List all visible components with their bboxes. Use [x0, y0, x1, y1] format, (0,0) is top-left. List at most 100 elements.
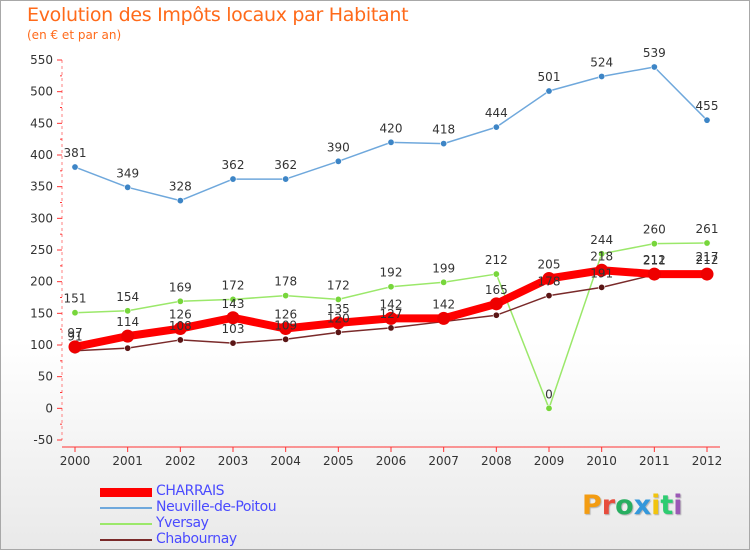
- data-point-chabournay: [282, 335, 290, 343]
- y-tick-label: 0: [45, 401, 53, 415]
- data-point-neuville-de-poitou: [545, 87, 553, 95]
- x-tick-label: 2001: [112, 454, 143, 468]
- data-label-charrais: 135: [327, 302, 350, 316]
- data-point-chabournay: [229, 339, 237, 347]
- data-label-neuville-de-poitou: 362: [222, 158, 245, 172]
- data-point-charrais: [173, 322, 187, 336]
- data-point-charrais: [489, 297, 503, 311]
- y-tick-label: 400: [30, 148, 53, 162]
- data-point-chabournay: [334, 328, 342, 336]
- legend-label: CHARRAIS: [156, 483, 225, 499]
- data-point-yversay: [176, 297, 184, 305]
- y-tick-label: 150: [30, 306, 53, 320]
- data-point-chabournay: [124, 344, 132, 352]
- x-tick-label: 2006: [376, 454, 407, 468]
- data-point-neuville-de-poitou: [387, 138, 395, 146]
- y-tick-label: 500: [30, 85, 53, 99]
- data-point-chabournay: [176, 336, 184, 344]
- data-point-charrais: [595, 263, 609, 277]
- data-label-charrais: 126: [274, 308, 297, 322]
- data-point-neuville-de-poitou: [492, 123, 500, 131]
- data-point-neuville-de-poitou: [282, 175, 290, 183]
- data-point-chabournay: [545, 292, 553, 300]
- logo-letter: o: [615, 490, 634, 521]
- data-label-yversay: 261: [696, 222, 719, 236]
- data-label-neuville-de-poitou: 444: [485, 106, 508, 120]
- data-label-neuville-de-poitou: 390: [327, 140, 350, 154]
- data-label-charrais: 212: [643, 253, 666, 267]
- data-point-yversay: [71, 309, 79, 317]
- data-label-yversay: 169: [169, 280, 192, 294]
- data-label-charrais: 205: [538, 258, 561, 272]
- data-point-yversay: [703, 239, 711, 247]
- y-tick-label: 250: [30, 243, 53, 257]
- data-label-yversay: 0: [545, 387, 553, 401]
- legend-label: Chabournay: [156, 531, 237, 547]
- logo-letter: P: [582, 490, 602, 521]
- data-point-neuville-de-poitou: [334, 157, 342, 165]
- data-point-yversay: [334, 295, 342, 303]
- legend-swatch: [100, 523, 152, 525]
- data-point-charrais: [437, 311, 451, 325]
- data-label-neuville-de-poitou: 455: [696, 99, 719, 113]
- data-label-charrais: 126: [169, 308, 192, 322]
- legend-swatch: [100, 539, 152, 541]
- data-point-neuville-de-poitou: [124, 183, 132, 191]
- x-tick-label: 2002: [165, 454, 196, 468]
- data-label-chabournay: 91: [67, 330, 82, 344]
- chart-subtitle: (en € et par an): [27, 28, 122, 42]
- data-point-yversay: [282, 292, 290, 300]
- x-tick-label: 2007: [428, 454, 459, 468]
- x-tick-label: 2008: [481, 454, 512, 468]
- data-point-charrais: [542, 272, 556, 285]
- data-label-neuville-de-poitou: 328: [169, 180, 192, 194]
- data-label-yversay: 244: [590, 233, 613, 247]
- data-label-yversay: 192: [380, 266, 403, 280]
- data-point-charrais: [331, 316, 345, 330]
- data-label-neuville-de-poitou: 420: [380, 121, 403, 135]
- data-label-yversay: 172: [327, 278, 350, 292]
- x-tick-label: 2003: [218, 454, 249, 468]
- data-label-chabournay: 191: [590, 266, 613, 280]
- y-tick-label: 200: [30, 275, 53, 289]
- data-point-yversay: [440, 278, 448, 286]
- data-label-neuville-de-poitou: 349: [116, 166, 139, 180]
- data-point-charrais: [700, 267, 714, 281]
- data-label-charrais: 212: [696, 253, 719, 267]
- x-tick-label: 2004: [270, 454, 301, 468]
- data-label-neuville-de-poitou: 418: [432, 123, 455, 137]
- data-label-chabournay: 178: [538, 275, 561, 289]
- data-label-chabournay: 127: [380, 307, 403, 321]
- data-point-yversay: [124, 307, 132, 315]
- data-point-yversay: [545, 404, 553, 412]
- data-point-neuville-de-poitou: [440, 140, 448, 148]
- logo-letter: i: [651, 490, 661, 521]
- data-point-yversay: [598, 250, 606, 258]
- y-tick-label: 300: [30, 211, 53, 225]
- x-tick-label: 2005: [323, 454, 354, 468]
- y-tick-label: -50: [33, 433, 53, 447]
- data-point-neuville-de-poitou: [703, 116, 711, 124]
- data-label-chabournay: 217: [696, 250, 719, 264]
- data-label-chabournay: 103: [222, 322, 245, 336]
- y-tick-label: 350: [30, 180, 53, 194]
- data-label-neuville-de-poitou: 362: [274, 158, 297, 172]
- data-point-charrais: [647, 267, 661, 281]
- logo-letter: r: [601, 490, 616, 521]
- data-point-yversay: [492, 270, 500, 278]
- y-tick-label: 50: [38, 370, 53, 384]
- data-label-yversay: 151: [64, 292, 87, 306]
- proxiti-logo: Proxiti: [582, 490, 683, 521]
- x-tick-label: 2011: [639, 454, 670, 468]
- data-label-charrais: 142: [380, 297, 403, 311]
- data-point-chabournay: [598, 283, 606, 291]
- data-label-neuville-de-poitou: 539: [643, 46, 666, 60]
- data-point-charrais: [68, 340, 82, 354]
- x-tick-label: 2012: [692, 454, 723, 468]
- data-point-neuville-de-poitou: [71, 163, 79, 171]
- data-label-chabournay: 108: [169, 319, 192, 333]
- data-label-chabournay: 211: [643, 254, 666, 268]
- legend-label: Yversay: [156, 515, 209, 531]
- data-point-charrais: [226, 311, 240, 325]
